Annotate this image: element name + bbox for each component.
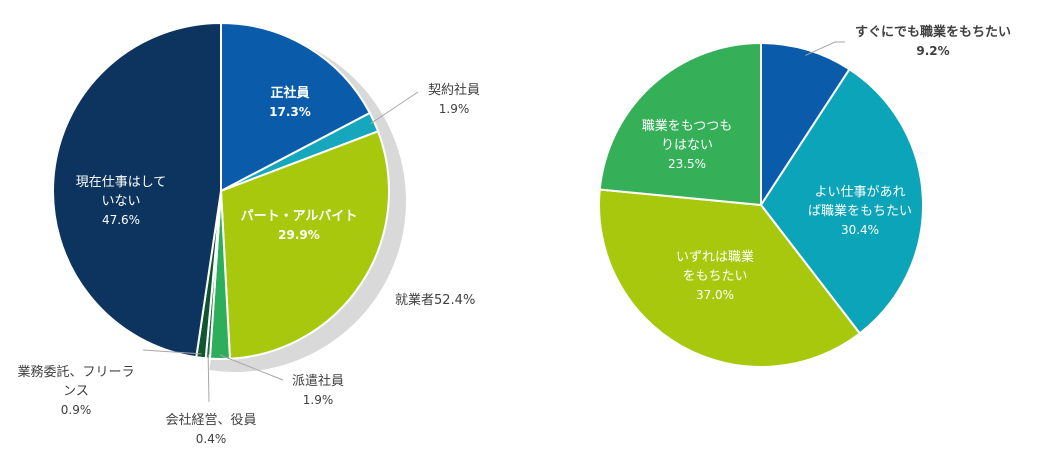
employed-share-annotation: 就業者52.4% (395, 292, 475, 308)
freelance-label: ンス (63, 384, 89, 399)
dispatched-value-label: 1.9% (303, 393, 334, 407)
part-time-label: パート・アルバイト (241, 209, 358, 224)
want-immediately-label: すぐにでも職業をもちたい (855, 24, 1011, 40)
executive-label: 会社経営、役員 (165, 412, 256, 428)
dispatched-label: 派遣社員 (292, 373, 344, 389)
pie-slice-regular-employee (220, 21, 372, 193)
pie-slice-not-working (52, 21, 222, 359)
regular-employee-label: 正社員 (270, 85, 309, 101)
want-eventually-label: をもちたい (682, 269, 747, 284)
contract-employee-value-label: 1.9% (439, 102, 470, 116)
not-working-value-label: 47.6% (102, 213, 140, 227)
want-if-good-job-label: よい仕事があれ (814, 185, 905, 200)
want-eventually-value-label: 37.0% (696, 288, 734, 302)
want-if-good-job-value-label: 30.4% (841, 223, 879, 237)
contract-employee-leader-line (370, 91, 419, 125)
want-immediately-value-label: 9.2% (916, 44, 949, 58)
pie-slice-want-immediately (760, 41, 851, 209)
want-eventually-label: いずれは職業 (676, 249, 754, 265)
contract-employee-label: 契約社員 (428, 82, 480, 98)
pie-slice-part-time (219, 130, 390, 360)
no-intention-value-label: 23.5% (668, 157, 706, 171)
executive-leader-line (207, 354, 210, 403)
want-if-good-job-label: ば職業をもちたい (808, 203, 912, 219)
freelance-value-label: 0.9% (61, 403, 92, 417)
freelance-leader-line (142, 349, 202, 355)
not-working-label: いない (101, 194, 140, 209)
pie-slice-no-intention (598, 41, 762, 207)
part-time-value-label: 29.9% (278, 228, 320, 242)
no-intention-label: りはない (661, 138, 713, 153)
pie-slice-want-if-good-job (759, 67, 924, 335)
pie-slice-want-eventually (598, 188, 862, 368)
regular-employee-value-label: 17.3% (269, 105, 311, 119)
executive-value-label: 0.4% (196, 432, 227, 446)
want-immediately-leader-line (805, 41, 845, 56)
dispatched-leader-line (219, 354, 284, 381)
not-working-label: 現在仕事はして (76, 175, 167, 190)
freelance-label: 業務委託、フリーラ (17, 364, 134, 380)
no-intention-label: 職業をもつつも (642, 118, 732, 134)
